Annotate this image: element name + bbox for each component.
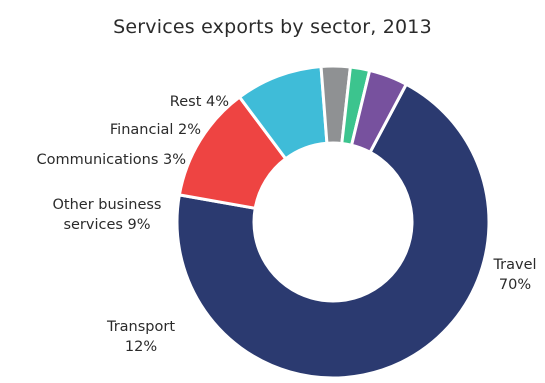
slice-travel xyxy=(175,82,491,380)
label-line: Rest 4% xyxy=(170,94,229,110)
label-travel: Travel 70% xyxy=(492,257,536,293)
label-line: 70% xyxy=(499,277,531,293)
label-financial: Financial 2% xyxy=(110,122,201,138)
chart-title: Services exports by sector, 2013 xyxy=(113,16,432,38)
labels-group: Travel 70% Transport 12% Other business servi… xyxy=(37,94,537,355)
label-line: 12% xyxy=(125,339,157,355)
label-line: Financial 2% xyxy=(110,122,201,138)
label-rest: Rest 4% xyxy=(170,94,229,110)
label-transport: Transport 12% xyxy=(106,319,175,355)
label-line: Travel xyxy=(492,257,536,273)
label-line: Transport xyxy=(106,319,175,335)
slice-rest xyxy=(350,68,408,154)
slices-group xyxy=(175,64,491,380)
label-other-business-services: Other business services 9% xyxy=(53,197,162,233)
label-line: Communications 3% xyxy=(37,152,186,168)
label-line: Other business xyxy=(53,197,162,213)
label-line: services 9% xyxy=(63,217,150,233)
label-communications: Communications 3% xyxy=(37,152,186,168)
